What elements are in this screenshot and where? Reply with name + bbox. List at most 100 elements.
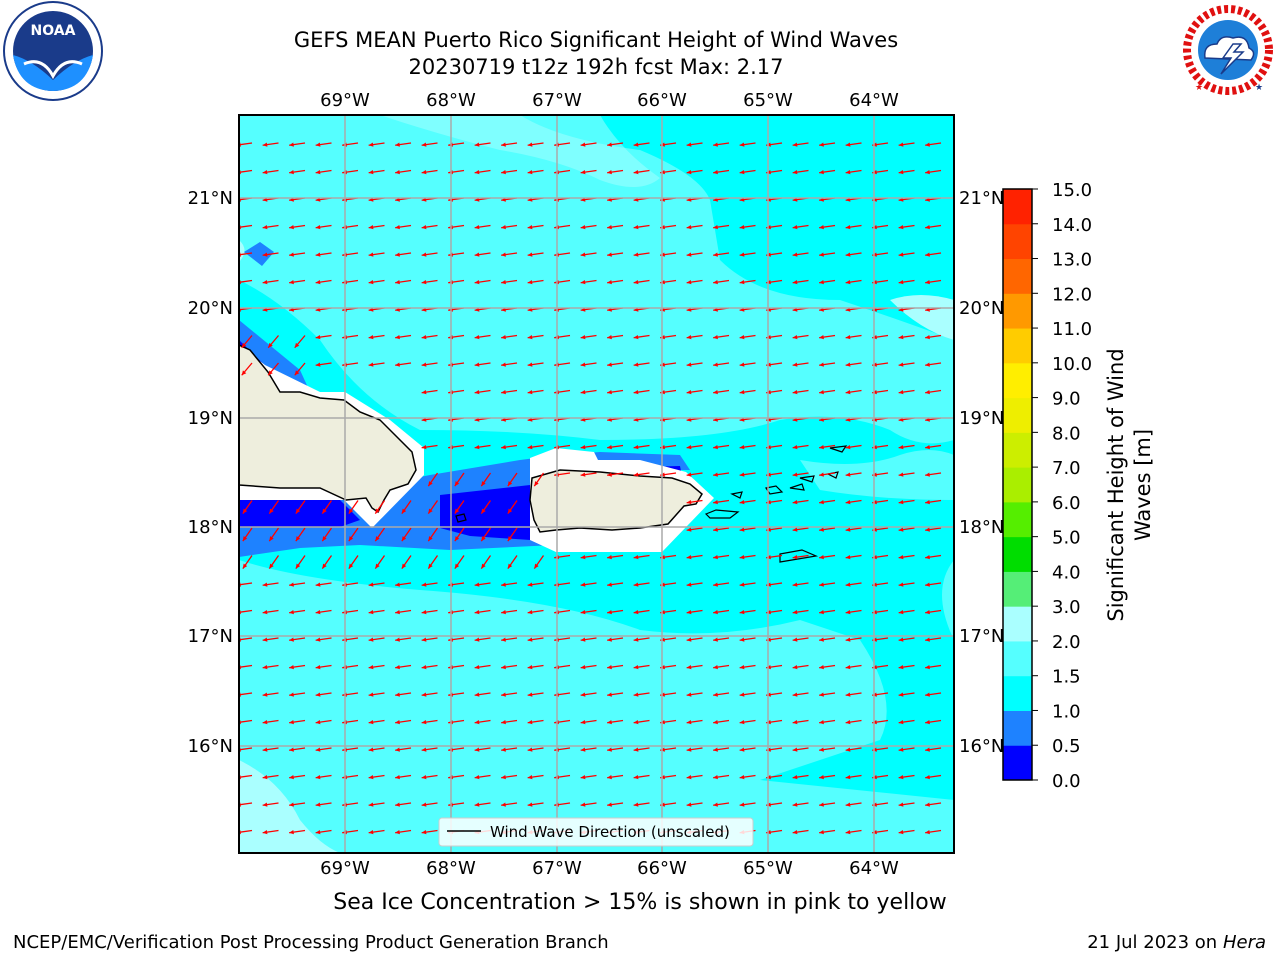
wave-height-2.0-3.0-band [239, 115, 954, 853]
wave-direction-arrowhead [395, 362, 400, 367]
wave-direction-arrowhead [898, 142, 904, 147]
wave-direction-arrowhead [242, 563, 248, 569]
colorbar-tick-label: 15.0 [1052, 180, 1092, 201]
wave-direction-arrowhead [474, 142, 480, 147]
map-frame [238, 114, 955, 854]
wave-direction-arrowhead [792, 774, 798, 780]
wave-direction-arrowhead [474, 389, 480, 395]
wave-direction-arrowhead [845, 224, 851, 230]
wave-direction-arrowhead [527, 142, 533, 147]
wave-direction-arrowhead [501, 747, 506, 752]
wave-direction-arrowhead [501, 444, 506, 450]
wave-direction-arrowhead [580, 692, 586, 697]
wave-direction-arrowhead [898, 582, 904, 587]
colorbar-label-line2: Waves [m] [1131, 429, 1155, 541]
wave-direction-arrowhead [501, 279, 506, 285]
wave-direction-arrowhead [527, 582, 533, 587]
wave-direction-arrowhead [474, 362, 480, 367]
wave-direction-arrowhead [262, 224, 268, 230]
wave-direction-arrowhead [454, 563, 460, 569]
colorbar-segment [1003, 362, 1032, 399]
wave-direction-arrowhead [819, 582, 824, 587]
wave-direction-arrowhead [501, 362, 506, 367]
wave-direction-arrowhead [534, 481, 539, 487]
wave-direction-arrowhead [819, 389, 824, 395]
wave-direction-arrowhead [580, 472, 586, 477]
wave-direction-arrowhead [262, 609, 268, 615]
wave-direction-arrowhead [527, 774, 533, 780]
wave-direction-arrowhead [507, 508, 513, 514]
sea-ice-note: Sea Ice Concentration > 15% is shown in … [333, 890, 947, 915]
wave-direction-arrowhead [845, 472, 851, 477]
wave-direction-arrowhead [925, 362, 930, 367]
wave-direction-arrowhead [294, 342, 300, 348]
wave-direction-arrowhead [607, 389, 612, 395]
wave-direction-arrowhead [580, 169, 586, 175]
wave-direction-arrowhead [739, 609, 745, 615]
svg-text:★: ★ [1195, 83, 1203, 93]
wave-direction-arrowhead [739, 664, 745, 670]
wave-direction-arrowhead [474, 692, 480, 697]
wave-direction-arrowhead [401, 536, 407, 542]
wave-direction-arrowhead [294, 370, 300, 376]
wave-direction-arrowhead [580, 582, 586, 587]
wave-direction-arrow [239, 279, 253, 283]
wave-direction-arrowhead [792, 472, 798, 477]
wave-direction-arrowhead [428, 481, 433, 487]
wave-direction-arrowhead [501, 224, 506, 230]
footer-credit: NCEP/EMC/Verification Post Processing Pr… [13, 932, 609, 953]
wave-direction-arrowhead [421, 252, 427, 257]
colorbar-tick-label: 4.0 [1052, 562, 1081, 583]
wave-direction-arrowhead [395, 664, 400, 670]
wave-direction-arrowhead [845, 637, 851, 642]
wave-direction-arrowhead [633, 362, 639, 367]
colorbar-tick-label: 0.0 [1052, 771, 1081, 792]
longitude-labels-bottom: 69°W 68°W 67°W 66°W 65°W 64°W [320, 858, 899, 879]
wave-direction-arrowhead [527, 224, 533, 230]
wave-direction-arrowhead [607, 169, 612, 175]
wave-direction-arrowhead [739, 252, 745, 257]
wave-direction-arrowhead [421, 692, 427, 697]
wave-direction-arrowhead [289, 169, 294, 175]
wave-direction-arrowhead [713, 719, 718, 725]
wave-direction-arrowhead [925, 169, 930, 175]
wave-direction-arrowhead [395, 637, 400, 642]
wave-direction-arrowhead [633, 389, 639, 395]
lat-label: 21°N [188, 188, 233, 209]
wave-direction-arrowhead [527, 747, 533, 752]
wave-direction-arrowhead [925, 582, 930, 587]
wave-direction-arrowhead [527, 334, 533, 340]
wave-direction-arrowhead [262, 719, 268, 725]
wave-direction-arrowhead [686, 334, 692, 340]
lon-label: 69°W [320, 90, 370, 111]
wave-direction-arrowhead [925, 252, 930, 257]
wave-direction-arrowhead [348, 508, 354, 514]
wave-direction-arrowhead [607, 802, 612, 807]
footer-system: Hera [1222, 932, 1266, 953]
wave-direction-arrowhead [925, 142, 930, 147]
wave-direction-arrowhead [792, 224, 798, 230]
wave-direction-arrow [239, 747, 253, 751]
lat-label: 20°N [188, 298, 233, 319]
wave-direction-arrowhead [395, 829, 400, 835]
wave-direction-arrowhead [686, 664, 692, 670]
wave-direction-arrowhead [481, 481, 486, 487]
lon-label: 65°W [743, 90, 793, 111]
wave-direction-arrowhead [315, 692, 321, 697]
wave-direction-arrowhead [607, 747, 612, 752]
wave-direction-arrowhead [713, 279, 718, 285]
wave-direction-arrowhead [289, 279, 294, 285]
wave-direction-arrowhead [395, 719, 400, 725]
wave-direction-arrowhead [315, 802, 321, 807]
colorbar-tick-label: 12.0 [1052, 284, 1092, 305]
colorbar-ticks: 0.0 0.5 1.0 1.5 2.0 3.0 4.0 5.0 6.0 7.0 8.0 9.0 10.0… [1032, 180, 1092, 792]
colorbar-segment [1003, 606, 1032, 642]
wave-direction-arrowhead [713, 252, 718, 257]
wave-direction-arrowhead [845, 747, 851, 752]
colorbar-segment [1003, 328, 1032, 364]
wave-direction-arrowhead [474, 582, 480, 587]
wave-direction-arrowhead [315, 334, 321, 340]
wave-direction-arrowhead [845, 389, 851, 395]
wave-direction-arrowhead [421, 582, 427, 587]
